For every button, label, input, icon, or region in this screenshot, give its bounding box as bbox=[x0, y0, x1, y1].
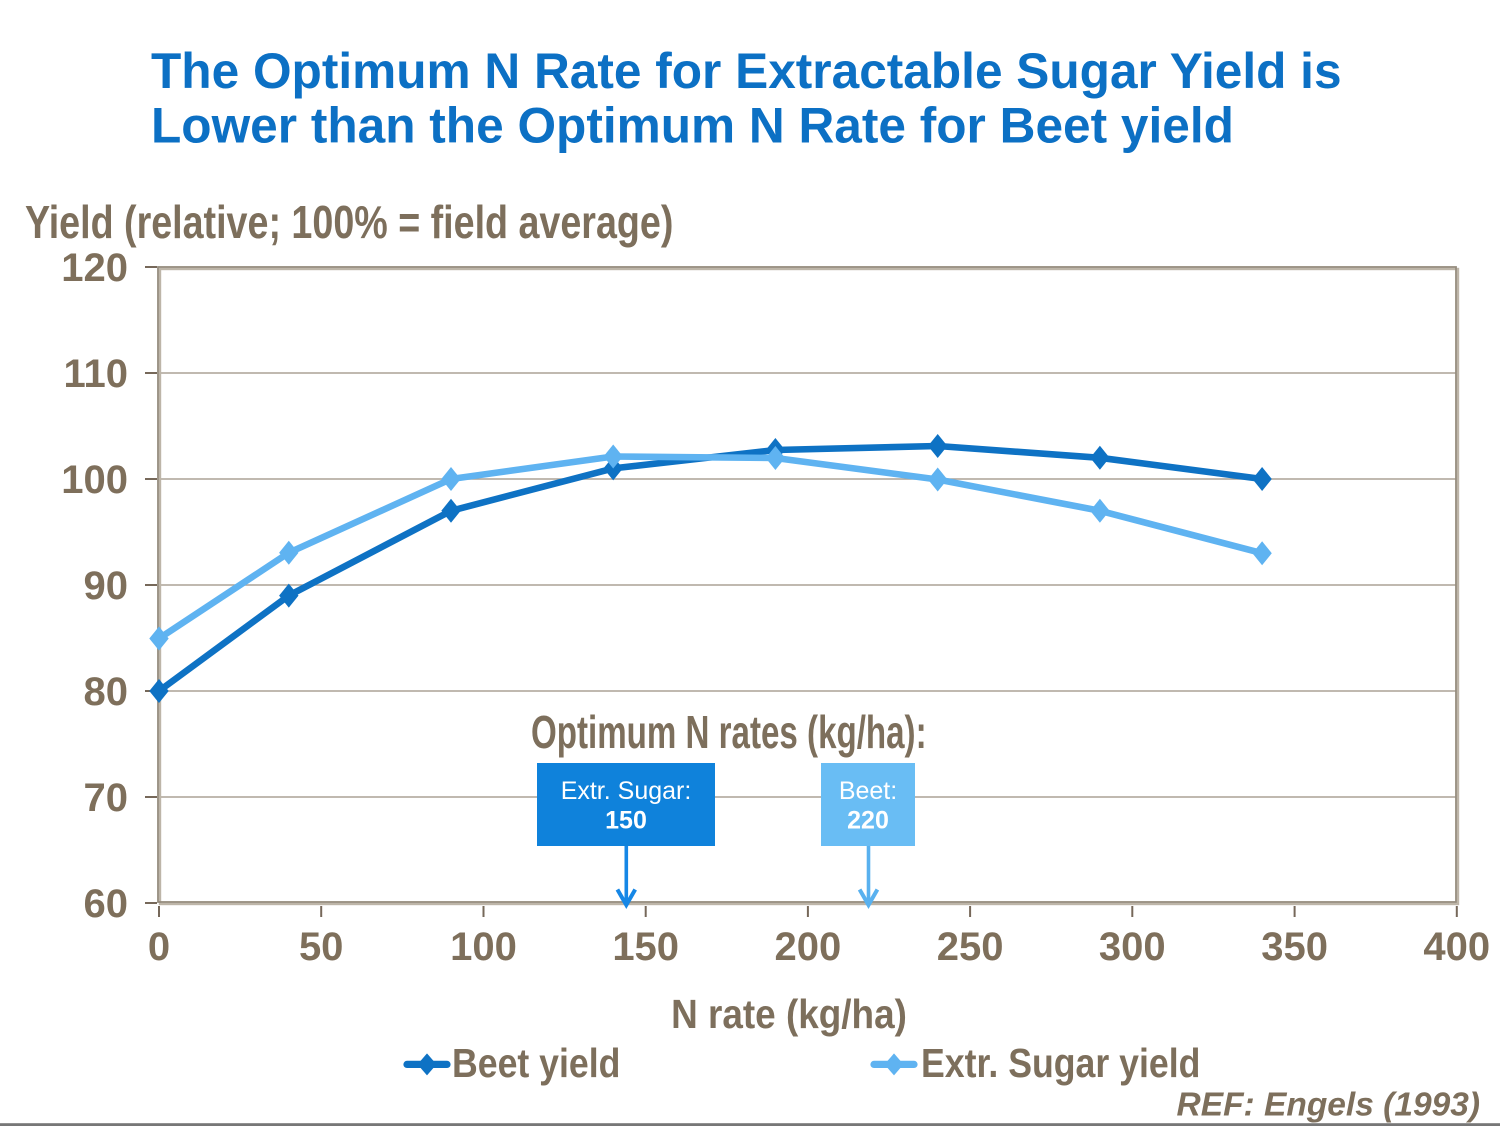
svg-text:110: 110 bbox=[63, 352, 128, 396]
svg-text:350: 350 bbox=[1261, 925, 1328, 969]
svg-text:250: 250 bbox=[937, 925, 1004, 969]
svg-text:60: 60 bbox=[84, 882, 129, 926]
svg-text:Yield (relative; 100% = field: Yield (relative; 100% = field average) bbox=[25, 196, 673, 248]
svg-text:50: 50 bbox=[299, 925, 344, 969]
svg-text:Extr. Sugar:: Extr. Sugar: bbox=[561, 777, 692, 805]
svg-text:80: 80 bbox=[84, 670, 129, 714]
svg-text:The Optimum N Rate for Extract: The Optimum N Rate for Extractable Sugar… bbox=[151, 43, 1342, 99]
svg-text:REF: Engels (1993): REF: Engels (1993) bbox=[1177, 1087, 1480, 1124]
svg-text:150: 150 bbox=[612, 925, 679, 969]
svg-text:70: 70 bbox=[84, 776, 129, 820]
svg-text:100: 100 bbox=[61, 458, 128, 502]
svg-text:N rate (kg/ha): N rate (kg/ha) bbox=[671, 992, 907, 1037]
svg-text:Optimum N rates (kg/ha):: Optimum N rates (kg/ha): bbox=[531, 708, 927, 758]
svg-text:200: 200 bbox=[775, 925, 842, 969]
svg-text:300: 300 bbox=[1099, 925, 1166, 969]
svg-text:400: 400 bbox=[1423, 925, 1490, 969]
svg-text:100: 100 bbox=[450, 925, 517, 969]
svg-text:Lower than the Optimum N Rate: Lower than the Optimum N Rate for Beet y… bbox=[151, 98, 1234, 154]
svg-text:Beet yield: Beet yield bbox=[452, 1041, 620, 1087]
svg-text:150: 150 bbox=[605, 807, 647, 835]
svg-text:Extr. Sugar yield: Extr. Sugar yield bbox=[921, 1041, 1200, 1087]
svg-text:220: 220 bbox=[847, 807, 889, 835]
svg-text:Beet:: Beet: bbox=[839, 777, 897, 805]
svg-text:120: 120 bbox=[61, 246, 128, 290]
svg-text:90: 90 bbox=[84, 564, 129, 608]
svg-text:0: 0 bbox=[148, 925, 170, 969]
